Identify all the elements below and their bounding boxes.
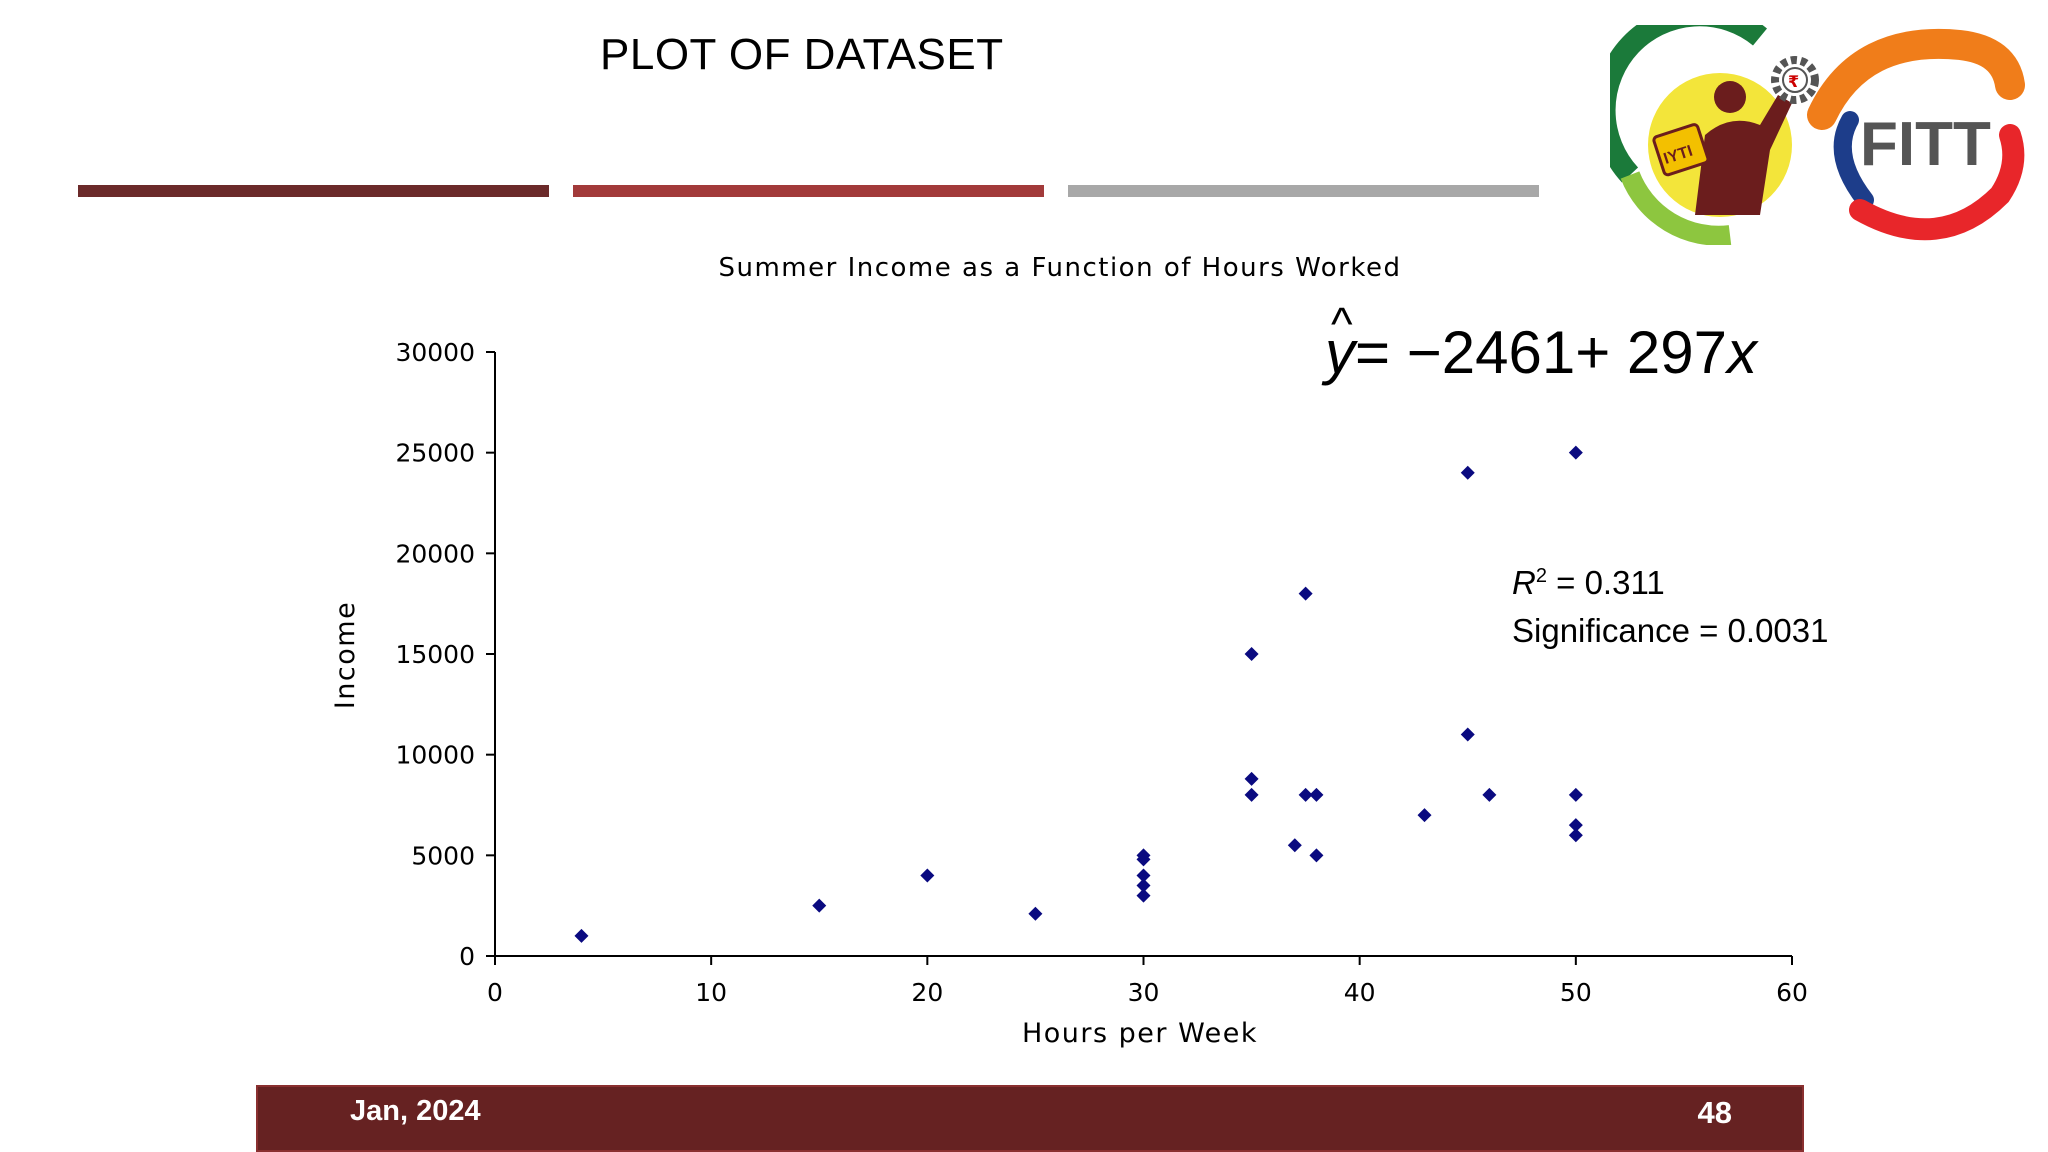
y-tick-label: 25000: [395, 439, 475, 468]
data-point: [1136, 888, 1151, 903]
data-point: [1298, 787, 1313, 802]
title-underline-bar-gray: [1068, 185, 1539, 197]
data-point: [1568, 787, 1583, 802]
data-point: [1417, 808, 1432, 823]
data-point: [1460, 727, 1475, 742]
data-point: [574, 928, 589, 943]
logo-text: FITT: [1860, 110, 1991, 179]
regression-stats: R2 = 0.311 Significance = 0.0031: [1512, 552, 1828, 655]
regression-equation: y ^ = −2461+ 297x: [1325, 298, 1758, 387]
data-point: [1028, 906, 1043, 921]
y-tick-label: 15000: [395, 640, 475, 669]
fitt-logo: IYTI ₹ FITT: [1610, 25, 2025, 245]
data-point: [1136, 878, 1151, 893]
data-point: [1298, 586, 1313, 601]
data-point: [1309, 787, 1324, 802]
page-number: 48: [1697, 1095, 1732, 1130]
equation-hat: ^: [1331, 298, 1353, 350]
equation-body: = −2461+ 297: [1355, 319, 1728, 386]
data-points: [574, 445, 1583, 943]
y-tick-label: 5000: [411, 841, 475, 870]
x-tick-label: 10: [695, 978, 727, 1007]
x-tick-label: 30: [1128, 978, 1160, 1007]
y-tick-label: 30000: [395, 338, 475, 367]
x-tick-label: 20: [911, 978, 943, 1007]
data-point: [1244, 771, 1259, 786]
data-point: [1136, 848, 1151, 863]
chart-title: Summer Income as a Function of Hours Wor…: [719, 253, 1402, 283]
y-axis-label: Income: [330, 601, 361, 709]
data-point: [1568, 818, 1583, 833]
data-point: [1244, 787, 1259, 802]
y-axis-ticks: 0 5000 10000 15000 20000 25000 30000: [395, 338, 495, 971]
footer-date: Jan, 2024: [350, 1095, 481, 1127]
x-axis-ticks: 0 10 20 30 40 50 60: [487, 956, 1808, 1007]
y-tick-label: 0: [459, 942, 475, 971]
title-underline-bar-red: [573, 185, 1044, 197]
data-point: [1244, 647, 1259, 661]
equation-x: x: [1727, 319, 1758, 386]
x-tick-label: 60: [1776, 978, 1808, 1007]
significance: Significance = 0.0031: [1512, 612, 1829, 649]
title-underline-bar-dark: [78, 185, 549, 197]
r-squared: R2 = 0.311: [1512, 564, 1665, 601]
y-tick-label: 20000: [395, 539, 475, 568]
data-point: [920, 868, 935, 883]
x-axis-label: Hours per Week: [1022, 1018, 1258, 1049]
x-tick-label: 50: [1560, 978, 1592, 1007]
data-point: [1568, 445, 1583, 460]
x-tick-label: 0: [487, 978, 503, 1007]
data-point: [1568, 828, 1583, 843]
data-point: [1482, 787, 1497, 802]
data-point: [1309, 848, 1324, 863]
equation-yhat: y ^: [1325, 298, 1355, 386]
x-tick-label: 40: [1344, 978, 1376, 1007]
footer-bar: Jan, 2024 48: [256, 1085, 1804, 1152]
data-point: [812, 898, 827, 913]
slide-title: PLOT OF DATASET: [600, 30, 1004, 79]
rupee-icon: ₹: [1788, 72, 1799, 91]
data-point: [1460, 465, 1475, 480]
y-tick-label: 10000: [395, 741, 475, 770]
data-point: [1136, 868, 1151, 883]
data-point: [1287, 838, 1302, 853]
